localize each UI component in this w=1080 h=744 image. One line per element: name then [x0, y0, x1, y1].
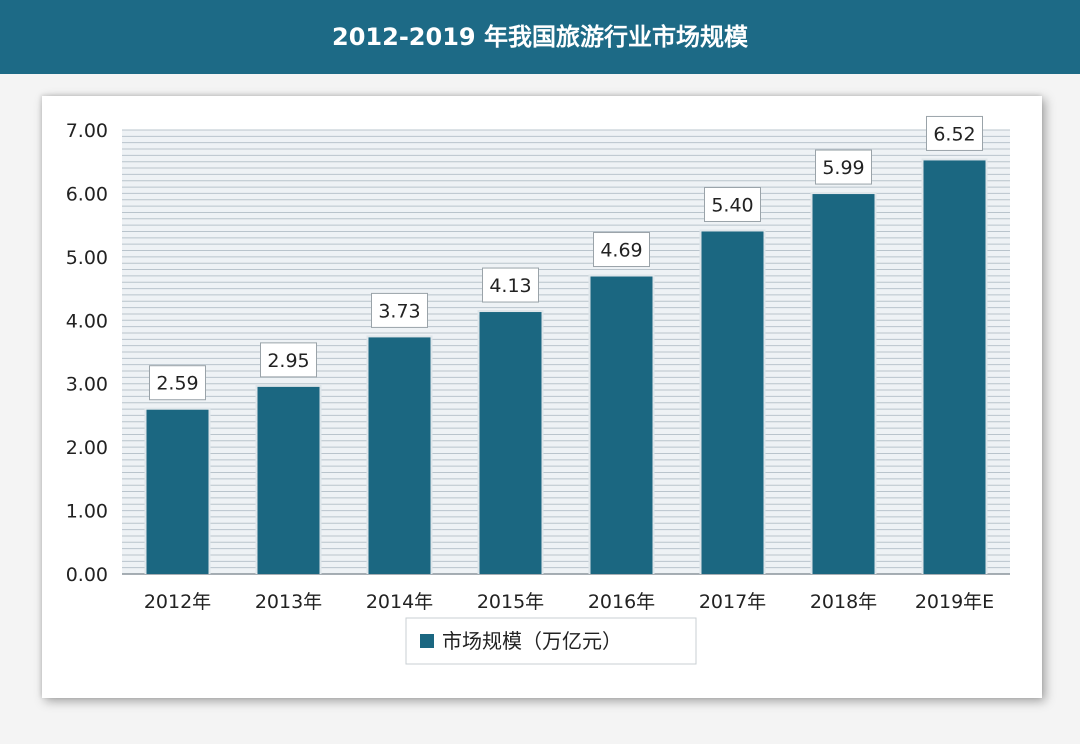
y-tick-label: 0.00 [66, 564, 108, 586]
data-label-box [704, 186, 761, 222]
x-tick-label: 2017年 [699, 591, 766, 613]
data-label: 2.59 [156, 373, 198, 395]
legend-label: 市场规模（万亿元） [442, 629, 622, 653]
data-label-box [815, 149, 872, 185]
bar [257, 386, 320, 574]
bar [701, 231, 764, 574]
x-tick-label: 2015年 [477, 591, 544, 613]
y-tick-label: 3.00 [66, 374, 108, 396]
data-label-box [371, 292, 428, 328]
data-label: 6.52 [933, 123, 975, 145]
chart-frame: 0.00 1.00 2.00 3.00 4.00 5.00 6.00 7.00 2.59 2012… [42, 96, 1042, 698]
y-tick-label: 7.00 [66, 120, 108, 142]
data-label-box [260, 342, 317, 378]
legend-swatch [420, 634, 434, 648]
data-label: 5.40 [711, 194, 753, 216]
data-label: 4.69 [600, 240, 642, 262]
y-tick-label: 1.00 [66, 501, 108, 523]
y-tick-label: 5.00 [66, 247, 108, 269]
bar [812, 194, 875, 574]
legend-box [405, 617, 697, 665]
data-label: 4.13 [489, 275, 531, 297]
bar [590, 276, 653, 574]
title-bar [0, 0, 1080, 74]
x-tick-label: 2013年 [255, 591, 322, 613]
data-label-box [149, 365, 206, 401]
chart-title: 2012-2019 年我国旅游行业市场规模 [332, 23, 748, 51]
x-tick-label: 2018年 [810, 591, 877, 613]
x-tick-label: 2012年 [144, 591, 211, 613]
bar [146, 409, 209, 574]
bar [368, 337, 431, 574]
data-label: 2.95 [267, 350, 309, 372]
y-tick-label: 6.00 [66, 183, 108, 205]
data-label-box [593, 232, 650, 268]
bar [479, 312, 542, 574]
y-tick-label: 4.00 [66, 310, 108, 332]
bar [923, 160, 986, 574]
x-tick-label: 2014年 [366, 591, 433, 613]
x-tick-label: 2019年E [915, 591, 994, 613]
data-label-box [926, 115, 983, 151]
x-tick-label: 2016年 [588, 591, 655, 613]
y-tick-label: 2.00 [66, 437, 108, 459]
data-label-box [482, 267, 539, 303]
data-label: 5.99 [822, 157, 864, 179]
bar-chart: 0.00 1.00 2.00 3.00 4.00 5.00 6.00 7.00 2.59 2012… [66, 115, 1010, 665]
data-label: 3.73 [378, 300, 420, 322]
